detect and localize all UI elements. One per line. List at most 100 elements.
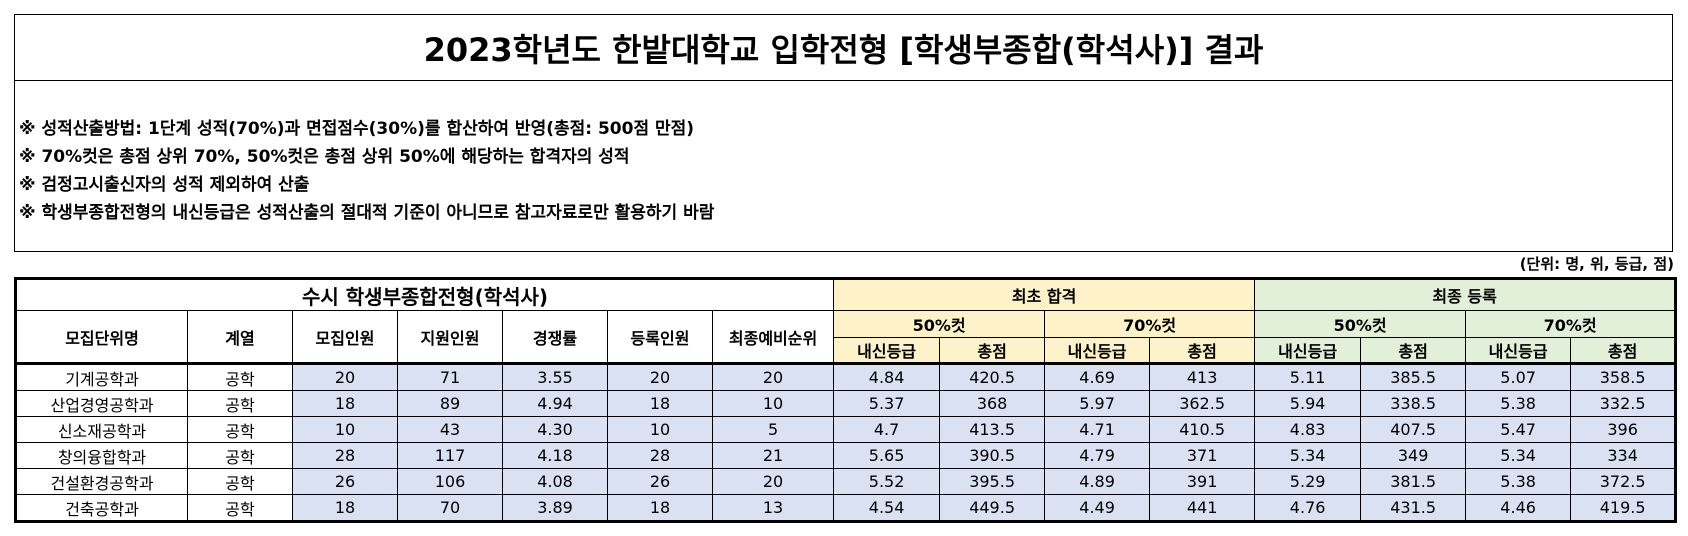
table-cell: 4.30 (502, 416, 608, 443)
table-cell: 4.79 (1044, 442, 1151, 469)
table-cell: 공학 (187, 468, 293, 495)
table-cell: 431.5 (1360, 494, 1467, 522)
table-cell: 기계공학과 (15, 362, 188, 391)
table-cell: 20 (711, 468, 835, 495)
header-total: 총점 (939, 337, 1046, 364)
table-row: 신소재공학과 공학 10 43 4.30 10 5 4.7 413.5 4.71 410.5 4.83… (15, 416, 1677, 443)
table-cell: 89 (397, 390, 503, 417)
table-cell: 3.55 (502, 362, 608, 391)
table-cell: 5.29 (1254, 468, 1362, 495)
table-cell: 공학 (187, 442, 293, 469)
table-cell: 산업경영공학과 (15, 390, 188, 417)
header-final-registration: 최종 등록 (1254, 278, 1677, 311)
header-total: 총점 (1570, 337, 1677, 364)
table-cell: 5.11 (1254, 362, 1362, 391)
note-cut: ※ 70%컷은 총점 상위 70%, 50%컷은 총점 상위 50%에 해당하는… (19, 147, 630, 167)
table-cell: 4.7 (833, 416, 941, 443)
table-cell: 70 (397, 494, 503, 522)
table-cell: 5.07 (1465, 362, 1572, 391)
table-cell: 28 (607, 442, 713, 469)
table-cell: 20 (292, 362, 398, 391)
table-cell: 338.5 (1360, 390, 1467, 417)
header-final-waitlist-rank: 최종예비순위 (711, 310, 835, 364)
table-cell: 332.5 (1570, 390, 1677, 417)
header-grade: 내신등급 (833, 337, 941, 364)
table-cell: 18 (292, 494, 398, 522)
header-competition-rate: 경쟁률 (502, 310, 608, 364)
table-cell: 449.5 (939, 494, 1046, 522)
header-initial-cut50: 50%컷 (833, 310, 1046, 338)
table-cell: 건설환경공학과 (15, 468, 188, 495)
results-table: 수시 학생부종합전형(학석사) 최초 합격 최종 등록 모집단위명 계열 모집인… (14, 277, 1678, 523)
table-cell: 3.89 (502, 494, 608, 522)
header-field: 계열 (187, 310, 293, 364)
table-cell: 334 (1570, 442, 1677, 469)
table-cell: 10 (292, 416, 398, 443)
table-cell: 5 (711, 416, 835, 443)
table-cell: 20 (711, 362, 835, 391)
table-cell: 362.5 (1149, 390, 1256, 417)
header-final-cut50: 50%컷 (1254, 310, 1467, 338)
note-exclusion: ※ 검정고시출신자의 성적 제외하여 산출 (19, 175, 310, 195)
table-cell: 4.94 (502, 390, 608, 417)
table-cell: 4.69 (1044, 362, 1151, 391)
table-cell: 4.89 (1044, 468, 1151, 495)
table-cell: 28 (292, 442, 398, 469)
table-cell: 5.47 (1465, 416, 1572, 443)
header-grade: 내신등급 (1044, 337, 1151, 364)
table-cell: 21 (711, 442, 835, 469)
table-cell: 공학 (187, 390, 293, 417)
table-cell: 413 (1149, 362, 1256, 391)
note-method: ※ 성적산출방법: 1단계 성적(70%)과 면접점수(30%)를 합산하여 반… (19, 119, 695, 139)
header-initial-cut70: 70%컷 (1044, 310, 1256, 338)
table-cell: 4.18 (502, 442, 608, 469)
table-cell: 4.76 (1254, 494, 1362, 522)
header-total: 총점 (1149, 337, 1256, 364)
table-cell: 18 (607, 494, 713, 522)
table-cell: 5.38 (1465, 468, 1572, 495)
table-cell: 26 (607, 468, 713, 495)
header-grade: 내신등급 (1254, 337, 1362, 364)
header-registered: 등록인원 (607, 310, 713, 364)
table-cell: 18 (292, 390, 398, 417)
table-main-title: 수시 학생부종합전형(학석사) (14, 278, 835, 311)
header-total: 총점 (1360, 337, 1467, 364)
table-cell: 71 (397, 362, 503, 391)
table-cell: 419.5 (1570, 494, 1677, 522)
table-cell: 4.84 (833, 362, 941, 391)
table-cell: 18 (607, 390, 713, 417)
table-cell: 4.71 (1044, 416, 1151, 443)
table-cell: 5.37 (833, 390, 941, 417)
table-cell: 창의융합학과 (15, 442, 188, 469)
table-cell: 5.34 (1254, 442, 1362, 469)
table-cell: 4.46 (1465, 494, 1572, 522)
table-cell: 5.94 (1254, 390, 1362, 417)
table-cell: 26 (292, 468, 398, 495)
table-cell: 358.5 (1570, 362, 1677, 391)
unit-label: (단위: 명, 위, 등급, 점) (1519, 255, 1674, 273)
table-cell: 117 (397, 442, 503, 469)
table-cell: 349 (1360, 442, 1467, 469)
table-cell: 10 (711, 390, 835, 417)
header-quota: 모집인원 (292, 310, 398, 364)
table-cell: 441 (1149, 494, 1256, 522)
header-unit-name: 모집단위명 (15, 310, 188, 364)
table-cell: 391 (1149, 468, 1256, 495)
note-reference: ※ 학생부종합전형의 내신등급은 성적산출의 절대적 기준이 아니므로 참고자료… (19, 203, 715, 223)
table-cell: 13 (711, 494, 835, 522)
table-cell: 410.5 (1149, 416, 1256, 443)
notes-box: ※ 성적산출방법: 1단계 성적(70%)과 면접점수(30%)를 합산하여 반… (14, 80, 1673, 252)
table-cell: 10 (607, 416, 713, 443)
table-row: 산업경영공학과 공학 18 89 4.94 18 10 5.37 368 5.97 362.5 5.9… (15, 390, 1677, 417)
table-cell: 407.5 (1360, 416, 1467, 443)
table-cell: 372.5 (1570, 468, 1677, 495)
table-cell: 390.5 (939, 442, 1046, 469)
table-row: 건축공학과 공학 18 70 3.89 18 13 4.54 449.5 4.49 441 4.76 4… (15, 494, 1677, 522)
table-cell: 106 (397, 468, 503, 495)
header-grade: 내신등급 (1465, 337, 1572, 364)
table-cell: 공학 (187, 362, 293, 391)
page-title: 2023학년도 한밭대학교 입학전형 [학생부종합(학석사)] 결과 (14, 14, 1673, 81)
table-cell: 385.5 (1360, 362, 1467, 391)
table-cell: 368 (939, 390, 1046, 417)
table-cell: 4.49 (1044, 494, 1151, 522)
